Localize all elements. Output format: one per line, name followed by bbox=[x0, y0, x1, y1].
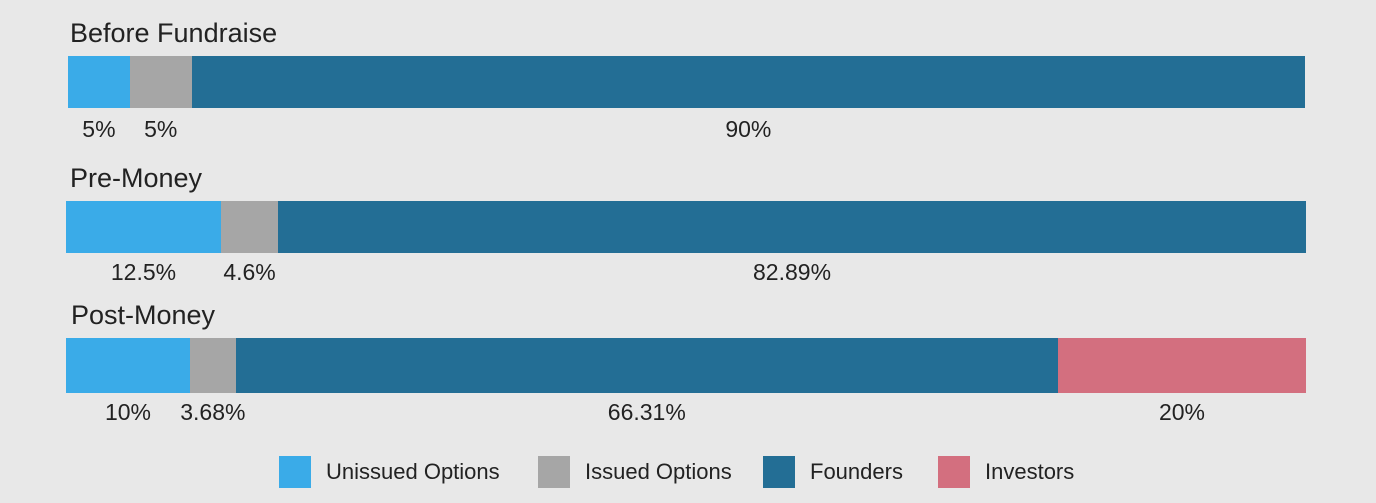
row-title-post-money: Post-Money bbox=[71, 300, 216, 330]
legend-item-founders: Founders bbox=[763, 456, 903, 488]
row-title-pre-money: Pre-Money bbox=[70, 163, 203, 193]
legend: Unissued Options Issued Options Founders In… bbox=[0, 456, 1376, 490]
bar-segment-founders bbox=[278, 201, 1306, 253]
data-label: 10% bbox=[104, 399, 152, 425]
data-label: 20% bbox=[1158, 399, 1206, 425]
data-label: 5% bbox=[82, 116, 116, 142]
legend-swatch bbox=[938, 456, 970, 488]
bar-segment-unissued-options bbox=[66, 338, 190, 393]
legend-label: Issued Options bbox=[585, 459, 732, 484]
legend-label: Founders bbox=[810, 459, 903, 484]
bar-segment-unissued-options bbox=[68, 56, 130, 108]
bar-segment-issued-options bbox=[221, 201, 279, 253]
bar-post-money bbox=[66, 338, 1306, 393]
legend-label: Investors bbox=[985, 459, 1075, 484]
bar-before-fundraise bbox=[68, 56, 1305, 108]
bar-segment-founders bbox=[191, 56, 1305, 108]
legend-label: Unissued Options bbox=[326, 459, 500, 484]
legend-swatch bbox=[279, 456, 311, 488]
data-label: 90% bbox=[725, 116, 772, 142]
legend-item-investors: Investors bbox=[938, 456, 1074, 488]
row-title-before-fundraise: Before Fundraise bbox=[70, 18, 278, 48]
data-label: 82.89% bbox=[753, 259, 832, 285]
bar-segment-investors bbox=[1057, 338, 1306, 393]
data-label: 5% bbox=[144, 116, 178, 142]
bar-segment-issued-options bbox=[190, 338, 236, 393]
bar-segment-unissued-options bbox=[66, 201, 221, 253]
data-label: 4.6% bbox=[223, 259, 276, 285]
legend-item-issued-options: Issued Options bbox=[538, 456, 732, 488]
legend-item-unissued-options: Unissued Options bbox=[279, 456, 500, 488]
legend-swatch bbox=[538, 456, 570, 488]
data-label: 12.5% bbox=[110, 259, 177, 285]
bar-pre-money bbox=[66, 201, 1306, 253]
data-label: 66.31% bbox=[607, 399, 686, 425]
bar-segment-founders bbox=[235, 338, 1058, 393]
data-label: 3.68% bbox=[180, 399, 246, 425]
legend-swatch bbox=[763, 456, 795, 488]
bar-segment-issued-options bbox=[129, 56, 192, 108]
